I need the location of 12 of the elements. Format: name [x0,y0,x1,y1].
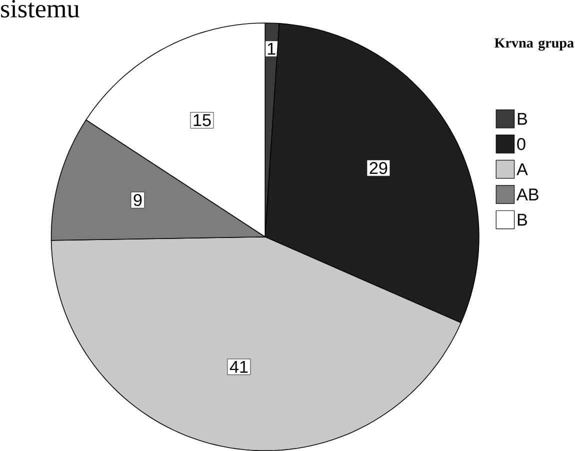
legend-label: B [518,214,527,226]
legend-title: Krvna grupa [494,38,574,51]
legend-label: 0 [517,138,526,150]
legend-label: A [516,163,528,176]
data-label: 15 [194,114,211,126]
chart-title: sistemu [1,0,80,18]
data-label: 9 [134,194,142,206]
data-label: 41 [230,360,248,373]
data-label: 29 [370,162,388,174]
legend-label: B [518,112,527,125]
legend-label: AB [516,188,538,200]
data-label: 1 [268,42,276,55]
